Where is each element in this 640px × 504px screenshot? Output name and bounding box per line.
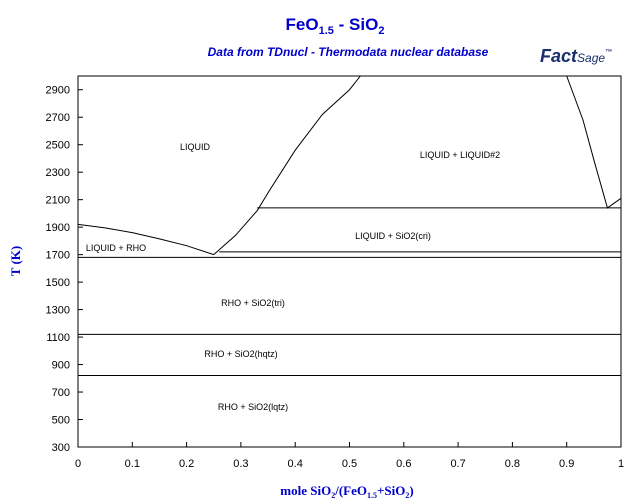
y-tick-label: 500	[52, 415, 70, 427]
y-tick-label: 1300	[46, 305, 70, 317]
x-label-part: +SiO	[377, 483, 405, 498]
x-tick-label: 0.6	[396, 458, 411, 470]
chart-subtitle: Data from TDnucl - Thermodata nuclear da…	[208, 45, 489, 59]
x-label-part: )	[409, 483, 413, 498]
logo: FactSage™	[540, 46, 612, 66]
chart-title: FeO1.5 - SiO2	[286, 15, 385, 37]
x-tick-label: 0.8	[505, 458, 520, 470]
y-tick-label: 1900	[46, 222, 70, 234]
y-tick-label: 2500	[46, 140, 70, 152]
phase-boundary	[213, 75, 361, 256]
y-tick-label: 1700	[46, 250, 70, 262]
x-label-sub: 2	[405, 491, 409, 500]
y-tick-label: 2100	[46, 195, 70, 207]
logo-part: ™	[605, 49, 612, 56]
plot-frame	[77, 75, 622, 448]
title-part: - SiO	[334, 15, 378, 34]
x-axis-label: mole SiO2/(FeO1.5+SiO2)	[280, 483, 413, 500]
x-tick-label: 0.1	[125, 458, 140, 470]
x-tick-label: 0.3	[233, 458, 248, 470]
region-label: LIQUID	[180, 142, 211, 152]
y-tick-label: 2900	[46, 85, 70, 97]
y-tick-label: 1500	[46, 277, 70, 289]
y-tick-label: 2300	[46, 167, 70, 179]
region-label: LIQUID + RHO	[86, 243, 146, 253]
region-label: RHO + SiO2(hqtz)	[204, 349, 277, 359]
region-label: LIQUID + LIQUID#2	[420, 150, 500, 160]
y-tick-label: 1100	[46, 332, 70, 344]
title-part: FeO	[286, 15, 319, 34]
y-tick-label: 700	[52, 387, 70, 399]
x-tick-label: 0.4	[288, 458, 303, 470]
region-label: LIQUID + SiO2(cri)	[355, 231, 431, 241]
region-label: RHO + SiO2(lqtz)	[218, 402, 288, 412]
region-label: RHO + SiO2(tri)	[221, 298, 285, 308]
y-tick-label: 300	[52, 442, 70, 454]
logo-part: Fact	[540, 46, 578, 66]
title-sub: 2	[378, 25, 384, 37]
x-label-part: /(FeO	[334, 483, 367, 498]
logo-part: Sage	[577, 51, 605, 65]
y-tick-label: 2700	[46, 112, 70, 124]
y-axis-label: T (K)	[8, 246, 23, 276]
x-label-sub: 2	[331, 491, 335, 500]
x-tick-label: 0	[75, 458, 81, 470]
title-sub: 1.5	[319, 25, 334, 37]
x-tick-label: 0.9	[559, 458, 574, 470]
x-label-sub: 1.5	[367, 491, 377, 500]
x-tick-label: 0.7	[450, 458, 465, 470]
x-tick-label: 1	[618, 458, 624, 470]
phase-boundary	[566, 75, 622, 209]
x-tick-label: 0.5	[342, 458, 357, 470]
phase-boundary	[77, 223, 214, 256]
x-tick-label: 0.2	[179, 458, 194, 470]
y-tick-label: 900	[52, 360, 70, 372]
x-label-part: mole SiO	[280, 483, 331, 498]
